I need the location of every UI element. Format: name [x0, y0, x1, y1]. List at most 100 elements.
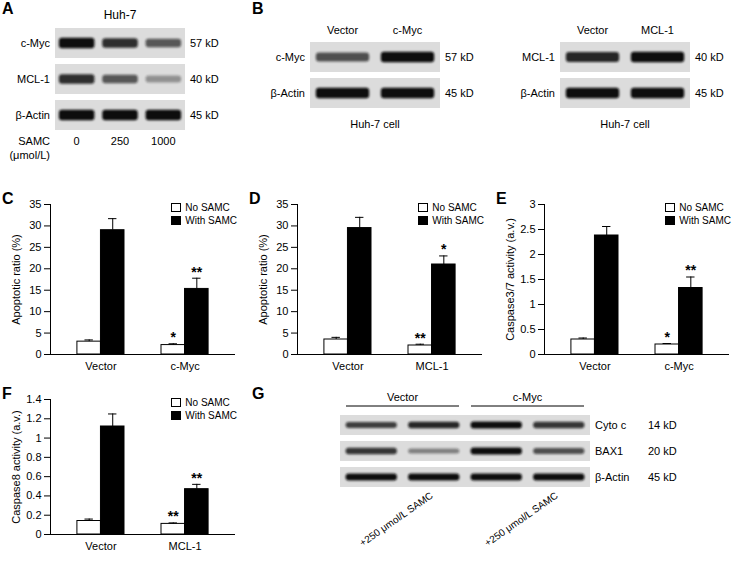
svg-text:1.5: 1.5: [520, 273, 535, 285]
svg-text:**: **: [191, 470, 202, 486]
svg-text:3: 3: [529, 198, 535, 210]
svg-text:20: 20: [276, 262, 288, 274]
svg-text:0.6: 0.6: [26, 470, 41, 482]
html-text:C: C: [2, 190, 14, 207]
svg-text:45 kD: 45 kD: [190, 109, 219, 121]
svg-text:Vector: Vector: [332, 360, 364, 372]
html-text:With SAMC: With SAMC: [679, 215, 731, 226]
svg-text:MCL-1: MCL-1: [522, 51, 555, 63]
svg-text:Apoptotic ratio (%): Apoptotic ratio (%): [10, 234, 22, 324]
svg-text:MCL-1: MCL-1: [169, 540, 202, 552]
svg-text:MCL-1: MCL-1: [641, 24, 674, 36]
svg-text:5: 5: [35, 327, 41, 339]
svg-text:SAMC: SAMC: [18, 135, 50, 147]
svg-text:57 kD: 57 kD: [445, 51, 474, 63]
svg-text:57 kD: 57 kD: [190, 37, 219, 49]
svg-text:MCL-1: MCL-1: [416, 360, 449, 372]
html-text:A: A: [2, 0, 14, 17]
svg-text:250: 250: [111, 135, 129, 147]
html-text:No SAMC: No SAMC: [679, 202, 724, 213]
svg-text:2: 2: [529, 248, 535, 260]
svg-text:**: **: [168, 508, 179, 524]
svg-text:+250 μmol/L SAMC: +250 μmol/L SAMC: [357, 490, 434, 549]
svg-text:25: 25: [29, 241, 41, 253]
svg-text:15: 15: [276, 284, 288, 296]
html-text:No SAMC: No SAMC: [432, 202, 477, 213]
svg-text:1.4: 1.4: [26, 393, 41, 405]
svg-text:c-Myc: c-Myc: [170, 360, 200, 372]
svg-text:20: 20: [29, 262, 41, 274]
svg-text:c-Myc: c-Myc: [21, 37, 51, 49]
svg-text:β-Actin: β-Actin: [16, 109, 50, 121]
html-text:No SAMC: No SAMC: [185, 397, 230, 408]
svg-text:**: **: [415, 330, 426, 346]
svg-text:30: 30: [29, 219, 41, 231]
svg-text:Vector: Vector: [387, 391, 419, 403]
svg-text:*: *: [171, 329, 177, 345]
svg-text:45 kD: 45 kD: [695, 87, 724, 99]
svg-text:β-Actin: β-Actin: [521, 87, 555, 99]
svg-text:15: 15: [29, 284, 41, 296]
svg-text:**: **: [685, 262, 696, 278]
svg-text:Caspase3/7 activity (a.v.): Caspase3/7 activity (a.v.): [504, 218, 516, 341]
svg-text:*: *: [665, 329, 671, 345]
svg-text:MCL-1: MCL-1: [17, 73, 50, 85]
html-text:With SAMC: With SAMC: [185, 215, 237, 226]
svg-text:0.5: 0.5: [520, 323, 535, 335]
svg-text:10: 10: [29, 305, 41, 317]
svg-text:45 kD: 45 kD: [648, 471, 677, 483]
svg-text:β-Actin: β-Actin: [271, 87, 305, 99]
svg-text:c-Myc: c-Myc: [664, 360, 694, 372]
svg-text:c-Myc: c-Myc: [513, 391, 543, 403]
svg-text:+250 μmol/L SAMC: +250 μmol/L SAMC: [482, 490, 559, 549]
svg-text:Cyto c: Cyto c: [595, 419, 627, 431]
html-text:No SAMC: No SAMC: [185, 202, 230, 213]
svg-text:Vector: Vector: [85, 540, 117, 552]
svg-text:*: *: [441, 241, 447, 257]
svg-text:0.8: 0.8: [26, 451, 41, 463]
svg-text:14 kD: 14 kD: [648, 419, 677, 431]
svg-text:Vector: Vector: [85, 360, 117, 372]
html-text:B: B: [252, 0, 264, 17]
svg-text:Huh-7: Huh-7: [104, 8, 137, 22]
svg-text:35: 35: [276, 198, 288, 210]
svg-text:**: **: [191, 264, 202, 280]
html-text:With SAMC: With SAMC: [432, 215, 484, 226]
svg-text:0: 0: [74, 135, 80, 147]
svg-text:1: 1: [529, 298, 535, 310]
svg-text:20 kD: 20 kD: [648, 445, 677, 457]
svg-text:c-Myc: c-Myc: [393, 24, 423, 36]
svg-text:0: 0: [282, 348, 288, 360]
svg-text:c-Myc: c-Myc: [276, 51, 306, 63]
svg-text:0.4: 0.4: [26, 489, 41, 501]
svg-text:0: 0: [529, 348, 535, 360]
svg-text:40 kD: 40 kD: [695, 51, 724, 63]
svg-text:1000: 1000: [151, 135, 175, 147]
svg-text:45 kD: 45 kD: [445, 87, 474, 99]
html-text:G: G: [252, 385, 265, 402]
svg-text:Huh-7 cell: Huh-7 cell: [600, 118, 650, 130]
svg-text:(μmol/L): (μmol/L): [9, 149, 50, 161]
svg-text:1: 1: [35, 432, 41, 444]
svg-text:Vector: Vector: [577, 24, 609, 36]
svg-text:10: 10: [276, 305, 288, 317]
svg-text:35: 35: [29, 198, 41, 210]
html-text:E: E: [496, 190, 507, 207]
svg-text:Huh-7 cell: Huh-7 cell: [350, 118, 400, 130]
svg-text:5: 5: [282, 327, 288, 339]
svg-text:Vector: Vector: [327, 24, 359, 36]
svg-text:β-Actin: β-Actin: [595, 471, 629, 483]
svg-text:0: 0: [35, 348, 41, 360]
svg-text:0: 0: [35, 528, 41, 540]
svg-text:2.5: 2.5: [520, 223, 535, 235]
svg-text:1.2: 1.2: [26, 412, 41, 424]
svg-text:Caspase8 activity (a.v.): Caspase8 activity (a.v.): [10, 410, 22, 524]
svg-text:0.2: 0.2: [26, 509, 41, 521]
svg-text:25: 25: [276, 241, 288, 253]
svg-text:Vector: Vector: [579, 360, 611, 372]
svg-text:30: 30: [276, 219, 288, 231]
html-text:D: D: [249, 190, 261, 207]
svg-text:BAX1: BAX1: [595, 445, 623, 457]
svg-text:Apoptotic ratio (%): Apoptotic ratio (%): [257, 234, 269, 324]
svg-text:40 kD: 40 kD: [190, 73, 219, 85]
